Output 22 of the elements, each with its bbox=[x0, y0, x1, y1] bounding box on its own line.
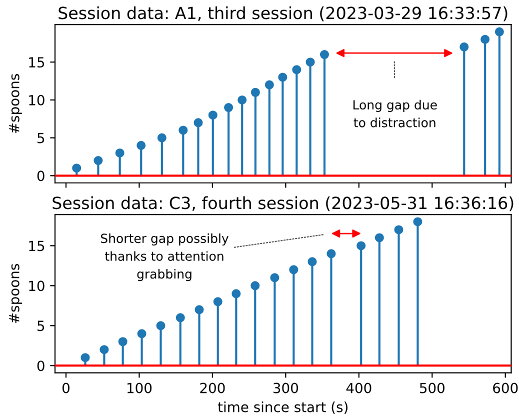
y-tick-label: 10 bbox=[29, 94, 44, 106]
annotation: Long gap due to distraction bbox=[353, 100, 437, 128]
x-axis-title: time since start (s) bbox=[218, 402, 348, 414]
x-tick-label: 0 bbox=[62, 382, 70, 394]
x-tick-label: 200 bbox=[200, 382, 225, 394]
chart-title: Session data: C3, fourth session (2023-05-31 16:36:16) bbox=[52, 196, 514, 212]
x-tick-label: 100 bbox=[127, 382, 152, 394]
y-tick-label: 15 bbox=[29, 57, 44, 68]
annotation: Shorter gap possibly thanks to attention grabbing bbox=[100, 233, 228, 282]
y-tick-label: 5 bbox=[38, 320, 44, 332]
x-tick-label: 500 bbox=[420, 382, 444, 394]
y-tick-label: 5 bbox=[38, 132, 44, 144]
y-tick-label: 10 bbox=[29, 280, 44, 292]
y-tick-label: 15 bbox=[29, 240, 44, 252]
x-tick-label: 300 bbox=[273, 382, 298, 394]
x-tick-label: 600 bbox=[493, 382, 518, 394]
y-axis-title: #spoons bbox=[9, 264, 22, 323]
y-tick-label: 0 bbox=[37, 170, 44, 182]
chart-title: Session data: A1, third session (2023-03-29 16:33:57) bbox=[58, 6, 508, 22]
y-tick-label: 0 bbox=[37, 360, 44, 372]
x-tick-label: 400 bbox=[346, 382, 372, 394]
y-axis-title: #spoons bbox=[9, 74, 22, 134]
